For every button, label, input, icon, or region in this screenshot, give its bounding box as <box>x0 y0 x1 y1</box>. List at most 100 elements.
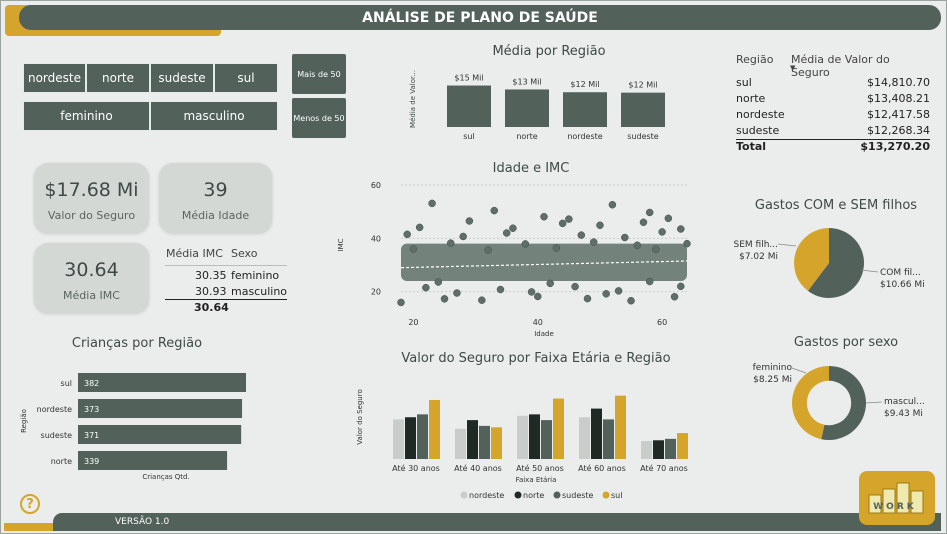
group-bar-norte <box>467 420 478 459</box>
filter-region-sul[interactable]: sul <box>214 63 278 93</box>
group-bar-sudeste <box>603 419 614 459</box>
pie-label: mascul... <box>884 397 925 407</box>
scatter-point <box>415 223 424 232</box>
children-bar <box>78 451 228 470</box>
total-label: Total <box>736 140 767 153</box>
children-bar-label: 382 <box>84 379 99 388</box>
scatter-point <box>639 218 648 227</box>
work-logo: WORK <box>859 471 935 525</box>
pie-slice-without-children <box>794 228 829 291</box>
region-bar-label: $12 Mil <box>570 80 599 89</box>
chart-avg-by-region-ylabel-wrap: Média de Valor... <box>403 70 423 131</box>
group-bar-norte <box>653 440 664 459</box>
age-tick-label: Até 70 anos <box>640 463 688 473</box>
work-logo-icon: WORK <box>868 482 924 514</box>
chart-age-bmi-title: Idade e IMC <box>492 161 570 176</box>
chart-children-region-title: Crianças por Região <box>71 336 203 351</box>
table-row: norte $13,408.21 <box>736 92 930 108</box>
filter-region-nordeste[interactable]: nordeste <box>23 63 86 93</box>
chart-children-region: 382 sul 373 nordeste 371 sudeste 339 norte Crian… <box>20 373 246 481</box>
x-tick-label: 40 <box>533 318 543 327</box>
table-row: sul $14,810.70 <box>736 76 930 92</box>
legend-marker-sudeste <box>553 491 561 499</box>
scatter-point <box>478 296 486 304</box>
sex-col-header: Sexo <box>231 247 258 260</box>
region-tick-label: norte <box>51 457 72 466</box>
help-icon: ? <box>26 496 34 512</box>
scatter-point <box>422 283 430 292</box>
filter-region-norte[interactable]: norte <box>86 63 150 93</box>
scatter-point <box>677 282 685 291</box>
legend-marker-sul <box>602 491 610 499</box>
sort-desc-icon[interactable]: ▼ <box>790 64 796 72</box>
scatter-point <box>490 206 499 215</box>
row-region: sul <box>736 76 752 89</box>
scatter-point <box>633 241 642 250</box>
y-tick-label: 60 <box>371 181 381 190</box>
y-axis-label: Valor do Seguro <box>356 389 364 444</box>
region-tick-label: norte <box>516 132 537 141</box>
region-bar <box>621 92 665 127</box>
filter-age-under-50[interactable]: Menos de 50 <box>292 98 346 138</box>
children-bar <box>78 399 243 418</box>
scatter-point <box>527 288 536 296</box>
kpi-insurance-value: $17.68 Mi <box>44 179 139 201</box>
kpi-avg-bmi-card: 30.64 Média IMC <box>34 243 149 313</box>
scatter-point <box>602 290 610 298</box>
pie-leader-line <box>865 401 883 404</box>
page-title: ANÁLISE DE PLANO DE SAÚDE <box>19 5 941 30</box>
group-bar-sudeste <box>417 414 428 459</box>
filter-region-sudeste[interactable]: sudeste <box>150 63 214 93</box>
kpi-insurance-label: Valor do Seguro <box>47 209 136 222</box>
chart-avg-by-region-title: Média por Região <box>492 44 606 59</box>
row-region: sudeste <box>736 124 780 137</box>
group-bar-sudeste <box>541 420 552 459</box>
table-divider <box>165 265 287 266</box>
chart-sex-spend: feminino $8.25 Mi mascul... $9.43 Mi <box>753 363 925 440</box>
version-label: VERSÃO 1.0 <box>115 517 170 527</box>
row-value: $12,417.58 <box>867 108 930 121</box>
scatter-point <box>521 240 530 248</box>
group-bar-nordeste <box>641 441 652 459</box>
filter-sex-feminino[interactable]: feminino <box>23 101 150 131</box>
kpi-avg-age-label: Média Idade <box>181 209 250 222</box>
region-tick-label: sul <box>61 379 72 388</box>
scatter-point <box>614 287 623 295</box>
region-avg-table: Região Média de Valor do Seguro ▼ sul $14… <box>736 53 930 157</box>
x-tick-label: 60 <box>657 318 667 327</box>
chart-avg-by-region-ylabel: Média de Valor... <box>409 70 417 128</box>
pie-value-label: $9.43 Mi <box>884 409 923 419</box>
kpi-avg-age: 39 <box>203 179 228 201</box>
scatter-point <box>658 228 666 236</box>
scatter-point <box>621 233 629 242</box>
x-tick-label: 20 <box>408 318 418 327</box>
help-button[interactable]: ? <box>20 494 40 514</box>
filter-age-over-50[interactable]: Mais de 50 <box>292 54 346 94</box>
legend-label-norte: norte <box>523 491 544 500</box>
pie-leader-line <box>777 243 797 247</box>
value-col-header: Média de Valor do Seguro <box>791 53 890 79</box>
region-tick-label: nordeste <box>567 132 602 141</box>
group-bar-sul <box>429 399 440 459</box>
region-bar-label: $15 Mil <box>454 74 483 83</box>
scatter-point <box>446 239 455 247</box>
row-region: nordeste <box>736 108 785 121</box>
chart-sex-spend-title: Gastos por sexo <box>793 335 899 350</box>
group-bar-sudeste <box>665 438 676 459</box>
donut-hole <box>806 380 852 426</box>
kpi-avg-bmi-label: Média IMC <box>63 289 120 302</box>
pie-value-label: $8.25 Mi <box>753 375 792 385</box>
region-tick-label: nordeste <box>37 405 72 414</box>
bmi-row-value: 30.93 <box>195 285 227 298</box>
filter-sex-masculino[interactable]: masculino <box>150 101 278 131</box>
region-bar-label: $13 Mil <box>512 77 541 86</box>
pie-value-label: $7.02 Mi <box>739 252 778 262</box>
scatter-density-band <box>401 243 687 281</box>
x-axis-label: Idade <box>534 330 554 338</box>
scatter-point <box>459 232 467 241</box>
scatter-point <box>652 245 660 254</box>
group-bar-nordeste <box>579 417 590 459</box>
scatter-point <box>552 244 561 252</box>
table-total-divider <box>736 139 930 140</box>
